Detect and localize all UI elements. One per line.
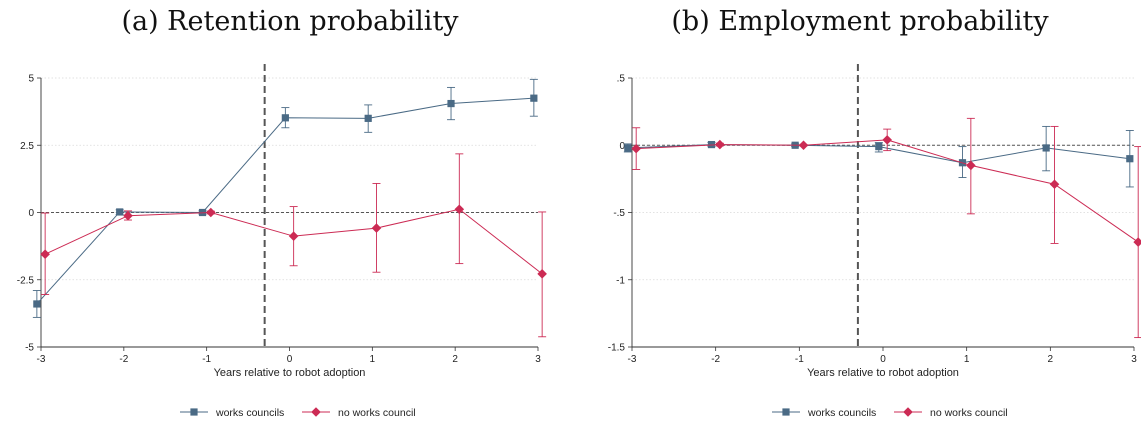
chart-panel-a: -5 -2.5 0 2.5 5 -3 -2 -1 0 1 2 3 Years relative to r… — [17, 64, 547, 419]
data-point — [364, 114, 372, 122]
y-tick-label: -1.5 — [608, 343, 626, 354]
x-tick-label: 3 — [1131, 354, 1137, 365]
data-point — [281, 114, 289, 122]
y-tick-label: -.5 — [613, 208, 625, 219]
y-tick-label: 2.5 — [20, 141, 34, 152]
legend-label: works councils — [807, 407, 876, 419]
data-point — [715, 139, 725, 150]
x-tick-label: 0 — [880, 354, 886, 365]
data-point — [206, 207, 216, 218]
x-tick-label: 2 — [452, 354, 458, 365]
series-works-councils — [623, 125, 1134, 188]
series-no-works-council — [631, 117, 1141, 339]
y-tick-label: -1 — [616, 275, 625, 286]
data-point — [33, 300, 41, 308]
legend-label: works councils — [215, 407, 284, 419]
series-no-works-council — [40, 153, 547, 338]
x-tick-label: -2 — [711, 354, 720, 365]
data-point — [537, 269, 547, 279]
data-point — [1049, 179, 1060, 190]
series-works-councils — [32, 78, 538, 318]
x-axis-label: Years relative to robot adoption — [807, 367, 959, 379]
x-tick-label: -3 — [37, 354, 46, 365]
data-point — [116, 208, 124, 216]
data-point — [454, 204, 465, 215]
legend-marker — [903, 407, 913, 417]
y-tick-label: 0 — [28, 208, 34, 219]
x-tick-label: -3 — [628, 354, 637, 365]
data-point — [966, 160, 976, 171]
y-tick-label: .5 — [617, 74, 626, 85]
panel-a-title: (a) Retention probability — [121, 6, 459, 37]
data-point — [1133, 237, 1141, 247]
x-tick-label: 2 — [1048, 354, 1054, 365]
data-point — [1042, 144, 1050, 152]
data-point — [1126, 155, 1134, 163]
data-point — [798, 140, 809, 151]
data-point — [631, 143, 641, 154]
data-point — [371, 223, 382, 233]
legend-label: no works council — [338, 407, 416, 419]
x-tick-label: 1 — [964, 354, 970, 365]
legend: works councils no works council — [772, 407, 1008, 419]
legend: works councils no works council — [180, 407, 416, 419]
x-tick-label: 0 — [287, 354, 293, 365]
y-tick-label: -5 — [25, 343, 34, 354]
x-tick-label: -1 — [202, 354, 211, 365]
data-point — [875, 142, 883, 151]
data-point — [40, 249, 50, 259]
legend-marker — [782, 408, 790, 416]
x-tick-label: -1 — [795, 354, 804, 365]
x-tick-label: 1 — [370, 354, 376, 365]
data-point — [624, 144, 632, 152]
chart-panel-b: -1.5 -1 -.5 0 .5 -3 -2 -1 0 1 2 3 Years relative to … — [608, 64, 1141, 419]
panel-b-title: (b) Employment probability — [671, 6, 1049, 37]
data-point — [288, 231, 299, 241]
y-tick-label: 0 — [619, 141, 625, 152]
data-point — [123, 210, 133, 221]
y-tick-label: -2.5 — [17, 275, 35, 286]
data-point — [882, 135, 892, 145]
x-tick-label: 3 — [535, 354, 541, 365]
legend-label: no works council — [930, 407, 1008, 419]
data-point — [447, 99, 455, 108]
legend-marker — [190, 408, 198, 416]
series-line — [636, 139, 1139, 243]
data-point — [530, 94, 538, 102]
y-tick-label: 5 — [28, 74, 34, 85]
legend-marker — [311, 407, 321, 417]
x-axis-label: Years relative to robot adoption — [214, 367, 366, 379]
x-tick-label: -2 — [119, 354, 128, 365]
